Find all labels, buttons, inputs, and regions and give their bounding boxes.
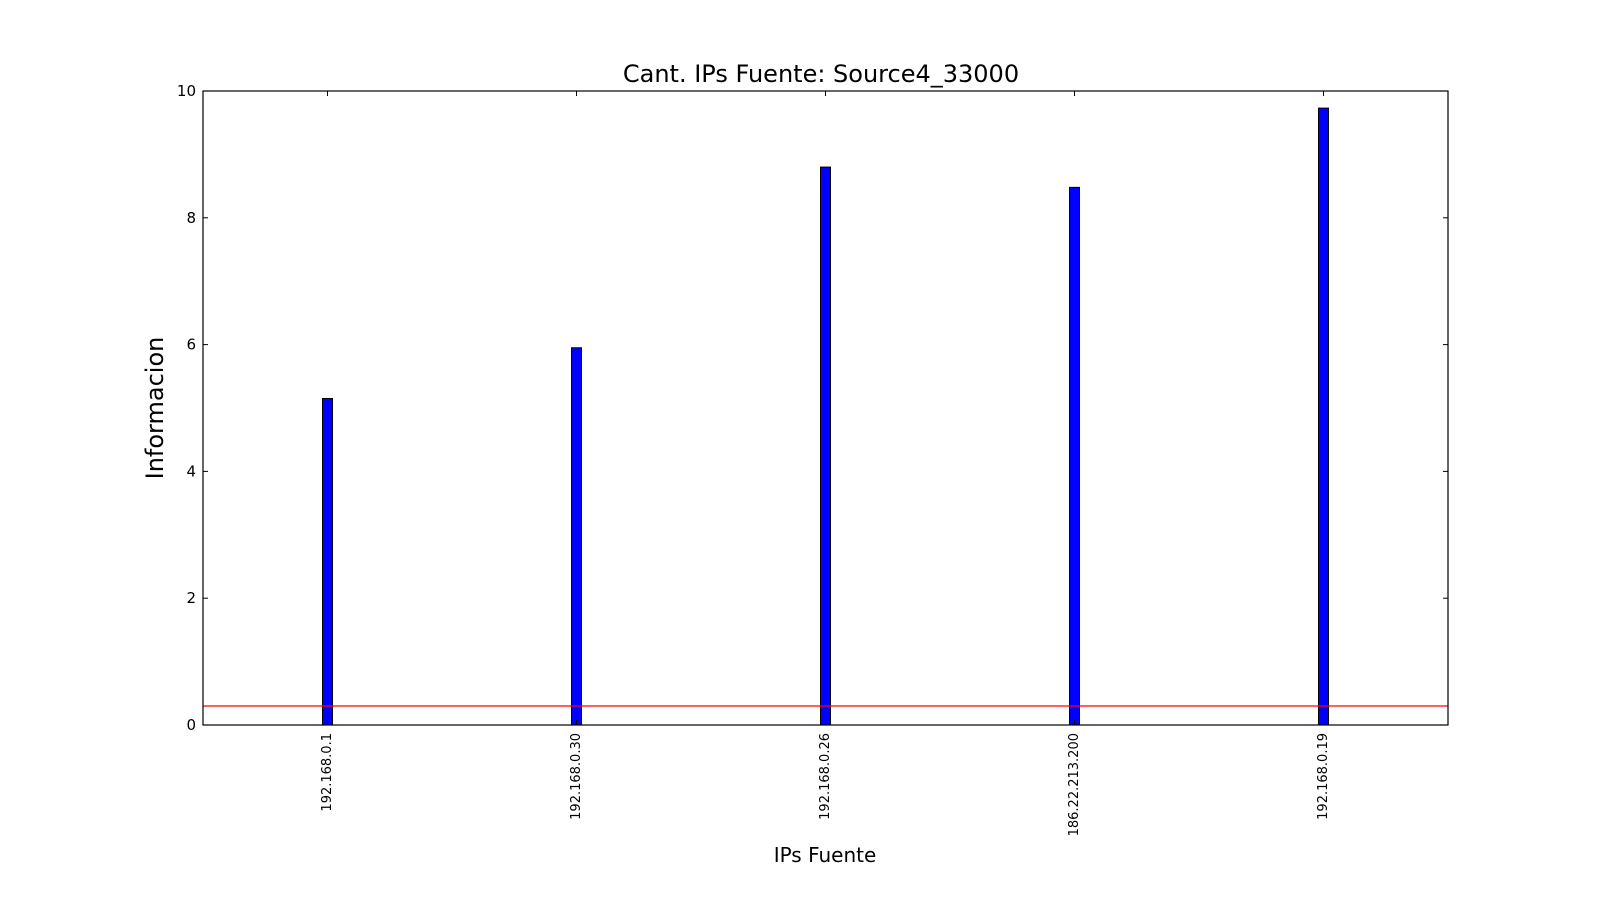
- x-tick-label: 192.168.0.19: [1316, 733, 1331, 820]
- bar: [820, 166, 831, 726]
- x-axis-ticks: 192.168.0.1 192.168.0.30 192.168.0.26 186.2…: [320, 91, 1331, 836]
- y-tick-label: 2: [186, 589, 196, 607]
- bars-group: [322, 107, 1329, 726]
- bar: [322, 397, 333, 726]
- x-tick-label: 192.168.0.30: [569, 733, 584, 820]
- x-tick-label: 192.168.0.1: [320, 733, 335, 812]
- x-axis-label: IPs Fuente: [774, 843, 877, 867]
- y-tick-label: 0: [186, 716, 196, 734]
- y-axis-ticks: 0 2 4 6 8 10: [177, 82, 1448, 734]
- bar: [1069, 186, 1080, 726]
- bar: [1318, 107, 1329, 726]
- y-tick-label: 8: [186, 209, 196, 227]
- y-axis-label: Informacion: [141, 337, 169, 480]
- bar: [571, 347, 582, 726]
- y-tick-label: 10: [177, 82, 196, 100]
- y-tick-label: 6: [186, 336, 196, 354]
- x-tick-label: 192.168.0.26: [818, 733, 833, 820]
- x-tick-label: 186.22.213.200: [1067, 733, 1082, 836]
- chart-title: Cant. IPs Fuente: Source4_33000: [623, 60, 1019, 88]
- y-tick-label: 4: [186, 462, 196, 480]
